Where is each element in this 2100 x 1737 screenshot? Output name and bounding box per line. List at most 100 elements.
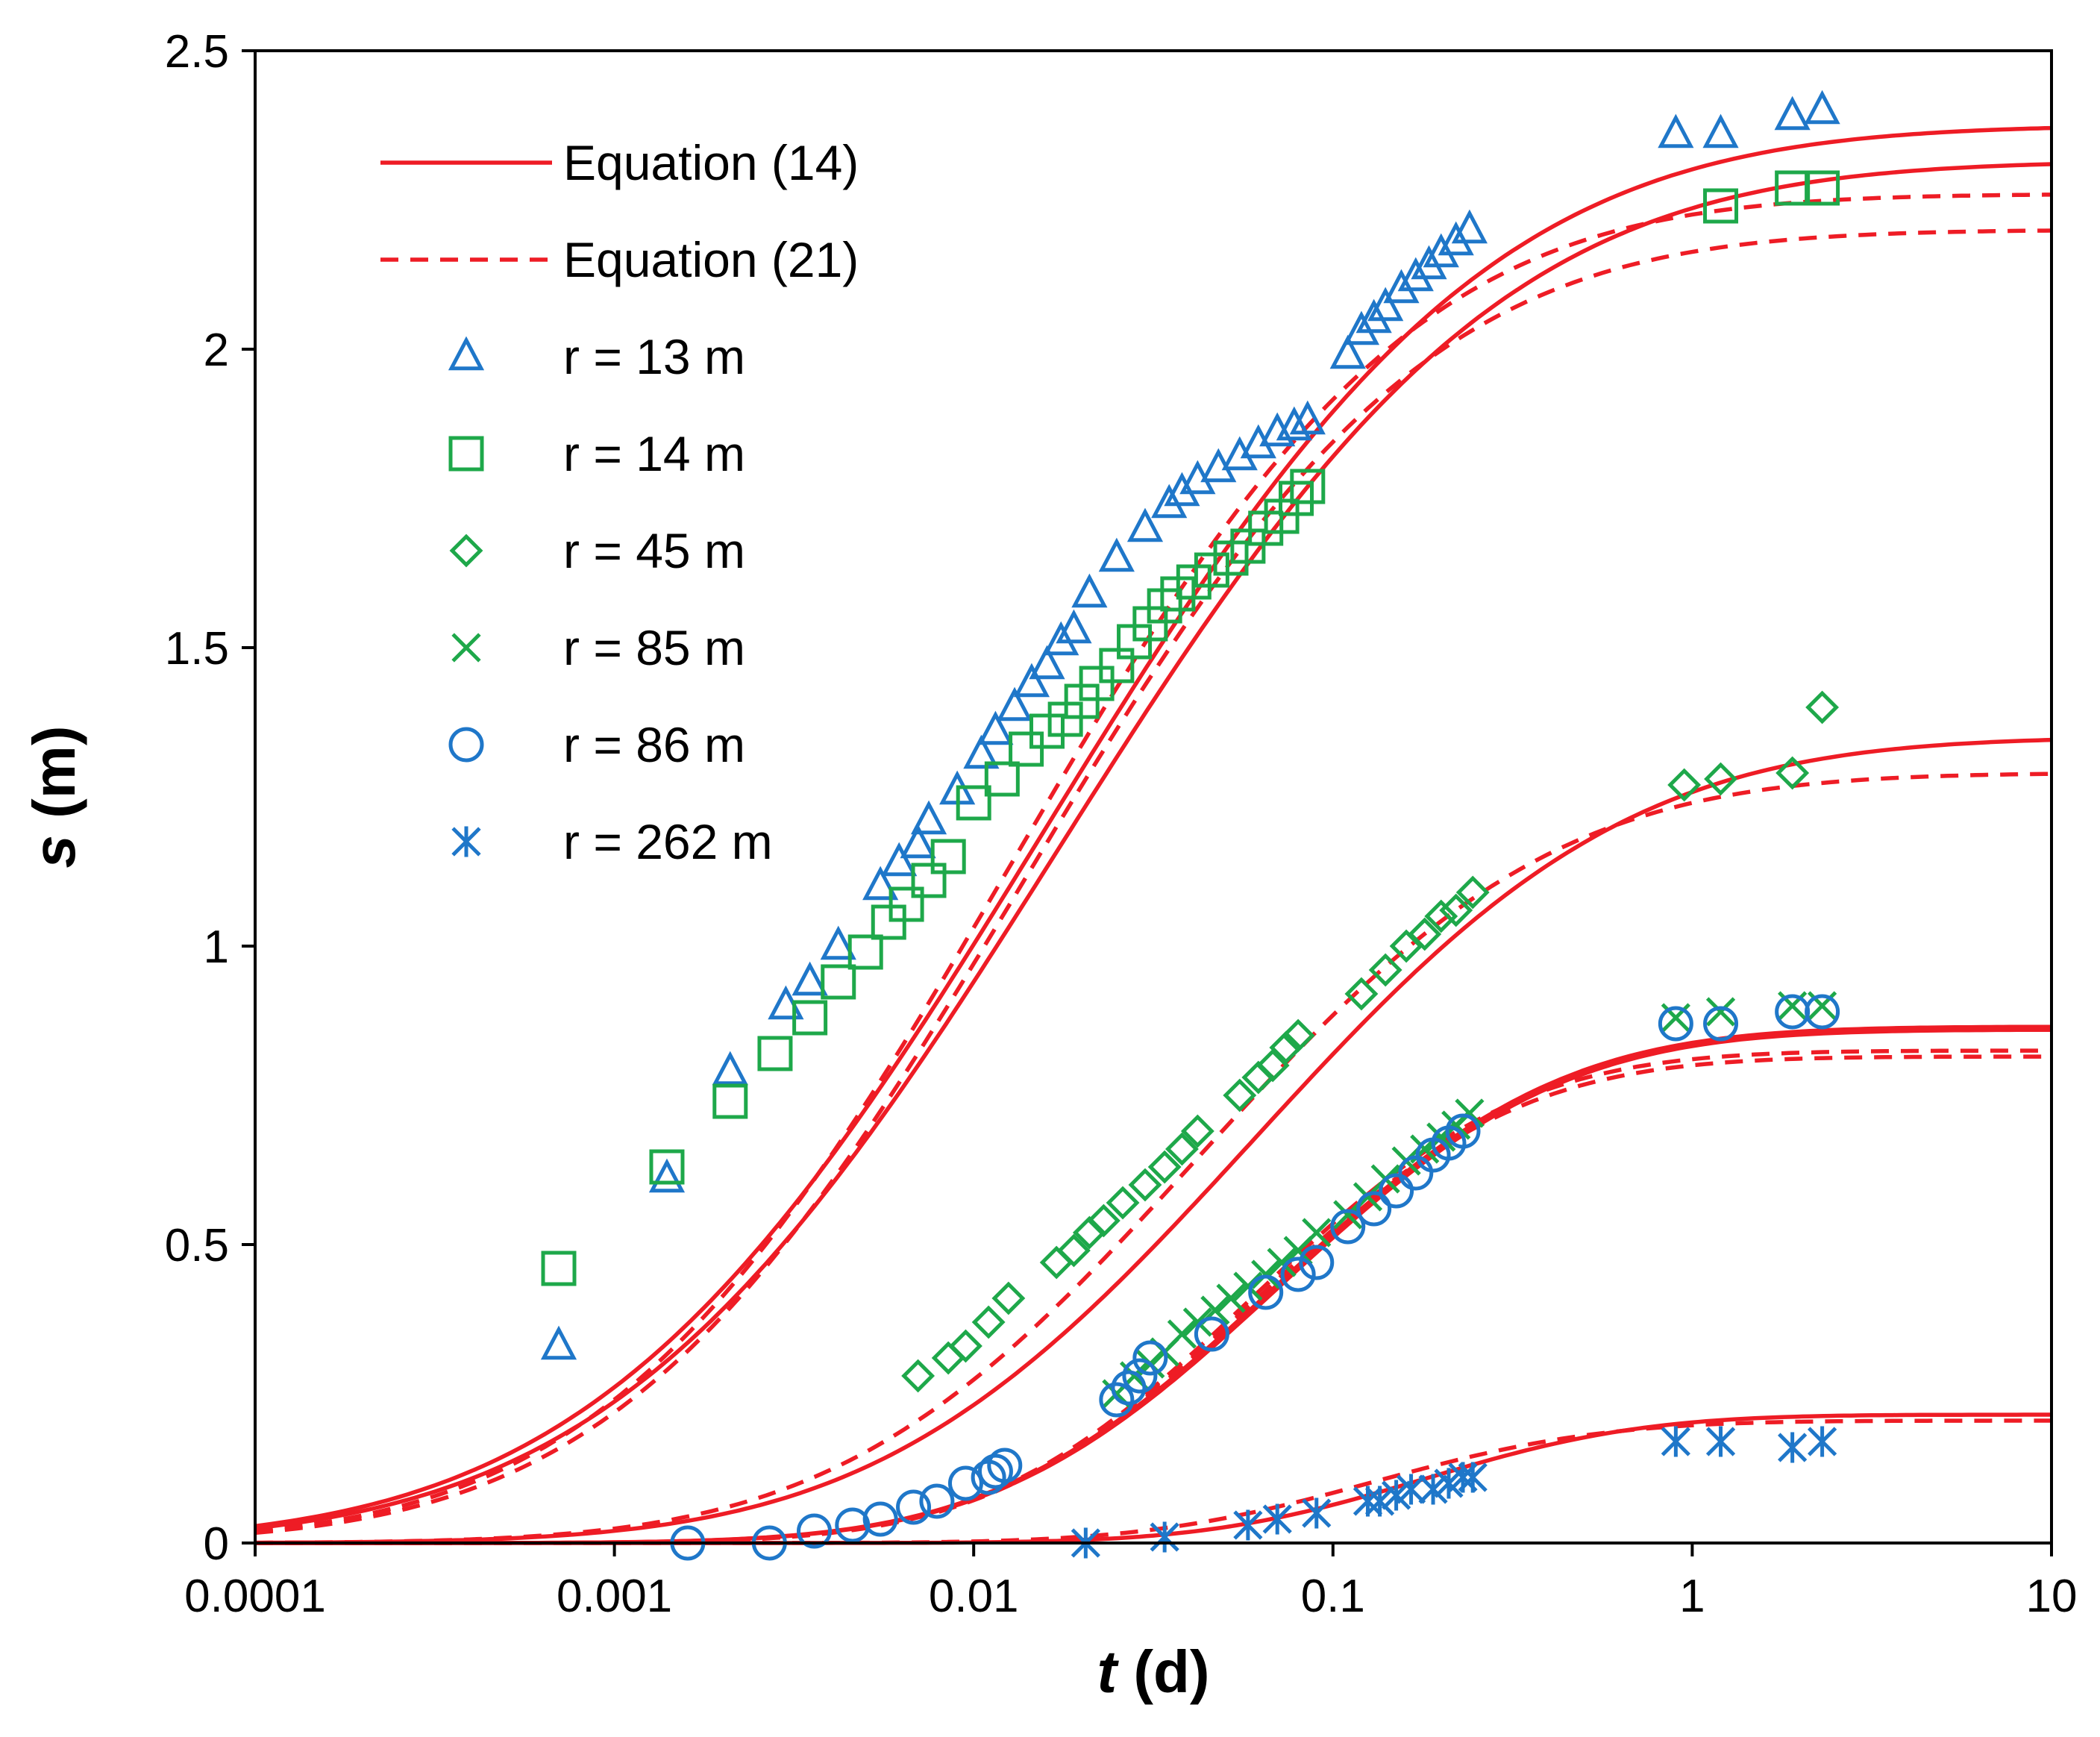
marker-asterisk [1233, 1509, 1263, 1541]
y-axis-variable: s [21, 835, 87, 868]
x-axis-variable: t [1097, 1639, 1119, 1705]
marker-diamond [1147, 1150, 1182, 1184]
marker-asterisk [1778, 1432, 1808, 1463]
marker-diamond [1775, 756, 1810, 790]
marker-circle [1805, 994, 1840, 1030]
marker-diamond [1106, 1186, 1140, 1220]
series-r-262-m [1071, 1426, 1837, 1559]
marker-triangle [910, 800, 947, 835]
x-tick-label: 0.1 [1301, 1571, 1365, 1622]
x-tick-label: 0.01 [929, 1571, 1019, 1622]
marker-circle [448, 727, 484, 763]
legend-item: r = 262 m [451, 814, 773, 869]
marker-triangle [881, 842, 918, 877]
marker-asterisk [1661, 1426, 1690, 1457]
marker-diamond [1128, 1168, 1162, 1202]
marker-square [1703, 188, 1739, 224]
marker-square [1176, 564, 1212, 600]
marker-x [1302, 1218, 1332, 1248]
marker-square [1278, 481, 1314, 516]
marker-square [1147, 588, 1182, 624]
marker-x [1455, 1098, 1485, 1128]
legend: Equation (14) Equation (21) r = 13 m r = 14… [380, 135, 859, 869]
legend-item: r = 45 m [449, 523, 745, 578]
marker-triangle [1423, 233, 1459, 268]
marker-diamond [449, 533, 483, 568]
marker-x [1167, 1319, 1197, 1349]
marker-triangle [1343, 310, 1380, 345]
marker-square [757, 1036, 793, 1071]
marker-circle [1280, 1256, 1316, 1292]
marker-diamond [1269, 1030, 1303, 1065]
marker-diamond [1344, 977, 1379, 1011]
marker-diamond [1180, 1114, 1214, 1148]
marker-triangle [820, 925, 856, 960]
marker-triangle [1029, 645, 1065, 680]
marker-triangle [1289, 400, 1326, 435]
y-axis-unit: (m) [21, 725, 87, 835]
marker-triangle [1126, 507, 1164, 542]
marker-circle [987, 1448, 1023, 1483]
marker-circle [1299, 1245, 1335, 1280]
marker-triangle [1221, 436, 1258, 471]
marker-triangle [1056, 609, 1092, 644]
marker-asterisk [1381, 1480, 1411, 1511]
marker-triangle [963, 734, 1000, 769]
marker-triangle [648, 1158, 686, 1193]
legend-item: r = 86 m [448, 717, 745, 772]
marker-triangle [996, 686, 1033, 722]
marker-triangle [1329, 334, 1366, 369]
y-tick-label: 0.5 [165, 1220, 229, 1271]
marker-circle [1132, 1340, 1168, 1376]
marker-diamond [1165, 1132, 1199, 1166]
data-markers [540, 90, 1840, 1561]
marker-circle [862, 1501, 898, 1537]
marker-asterisk [1458, 1462, 1488, 1493]
marker-circle [1248, 1274, 1284, 1310]
series-r-13-m [540, 90, 1840, 1360]
marker-square [792, 1000, 828, 1036]
marker-triangle [1774, 96, 1811, 131]
marker-diamond [901, 1359, 935, 1393]
marker-asterisk [1396, 1474, 1426, 1505]
marker-triangle [792, 961, 828, 996]
marker-triangle [1164, 472, 1200, 507]
marker-square [1079, 666, 1115, 701]
marker-square [847, 934, 883, 970]
series-r-45-m [901, 690, 1840, 1393]
x-axis-unit: (d) [1117, 1639, 1209, 1705]
equation-21-curve [254, 228, 2052, 1536]
marker-circle [1356, 1191, 1392, 1227]
plot-frame [254, 49, 2053, 1544]
marker-diamond [1667, 768, 1702, 802]
marker-x [1267, 1248, 1297, 1277]
marker-diamond [1704, 762, 1737, 796]
marker-diamond [1439, 893, 1473, 927]
legend-label: r = 85 m [563, 620, 745, 675]
marker-square [712, 1083, 748, 1119]
marker-circle [1194, 1316, 1229, 1352]
marker-triangle [1043, 621, 1079, 656]
marker-square [649, 1149, 685, 1185]
marker-square [930, 839, 966, 874]
legend-label: r = 262 m [563, 814, 773, 869]
marker-diamond [1223, 1078, 1257, 1112]
y-tick-label: 0 [204, 1518, 229, 1570]
marker-triangle [1438, 221, 1474, 256]
marker-diamond [1455, 875, 1490, 910]
marker-square [871, 904, 906, 940]
marker-diamond [949, 1329, 982, 1363]
marker-asterisk [1150, 1521, 1179, 1553]
x-tick-label: 10 [2026, 1571, 2078, 1622]
marker-square [888, 886, 924, 922]
marker-asterisk [1262, 1503, 1292, 1535]
marker-square [911, 863, 947, 898]
legend-item: r = 13 m [448, 329, 745, 384]
marker-triangle [1658, 113, 1694, 148]
marker-circle [947, 1465, 983, 1501]
marker-circle [797, 1513, 833, 1549]
marker-circle [919, 1483, 955, 1519]
marker-square [1805, 170, 1840, 206]
legend-label: r = 13 m [563, 329, 745, 384]
